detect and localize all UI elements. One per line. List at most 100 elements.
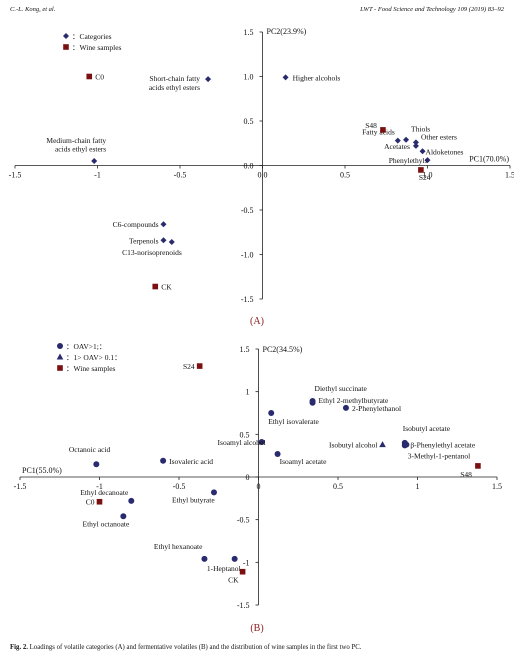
point-label-octanoic-acid: Octanoic acid — [69, 445, 111, 454]
legend-triangle-marker — [56, 353, 64, 360]
point-fatty-acids — [394, 137, 401, 144]
y-tick-label: -1.5 — [237, 601, 250, 610]
point-label-ck: CK — [161, 283, 172, 292]
point-ck — [239, 568, 246, 575]
point-label-phenylethyl-acetate: β-Phenylethyl acetate — [410, 441, 476, 450]
point-s48 — [380, 127, 386, 133]
figure-caption: Fig. 2. Loadings of volatile categories … — [10, 644, 361, 651]
point-label-ethyl-octanoate: Ethyl octanoate — [82, 519, 130, 528]
point-isoamyl-alcohol — [258, 439, 265, 446]
point-label-higher-alcohols: Higher alcohols — [293, 73, 341, 82]
x-tick-label: 0 — [257, 482, 261, 491]
x-axis-label: PC1(55.0%) — [22, 466, 62, 475]
point-acetates — [412, 142, 419, 149]
panel-label: (B) — [250, 623, 263, 634]
legend-square-marker — [63, 44, 69, 50]
point-label-short-chain-fatty-acids-ethyl-esters: Short-chain fatty acids ethyl esters — [149, 74, 200, 92]
y-tick-label: 0.5 — [240, 430, 250, 439]
y-tick-label: 1.0 — [244, 73, 254, 82]
point-label-ethyl-2-methylbutyrate: Ethyl 2-methylbutyrate — [319, 396, 389, 405]
y-tick-label: -0.5 — [241, 206, 254, 215]
x-tick-label: -0.5 — [174, 171, 187, 180]
point-medium-chain-fatty-acids-ethyl-esters — [91, 158, 98, 165]
point-label-isoamyl-alcohol: Isoamyl alcohol — [218, 438, 266, 447]
point-label-s48: S48 — [365, 121, 377, 130]
point-3-methyl-1-pentanol — [401, 442, 408, 449]
point-label-c6-compounds: C6-compounds — [113, 220, 159, 229]
x-tick-label: 1 — [416, 482, 420, 491]
point-1-heptanol — [231, 555, 238, 562]
y-tick-label: -1 — [243, 558, 250, 567]
point-thiols — [403, 136, 410, 143]
point-ethyl-octanoate — [120, 513, 127, 520]
point-c13-norisoprenoids — [168, 239, 175, 246]
point-label-s24: S24 — [419, 173, 431, 182]
point-label-phenylethyls: Phenylethyls — [389, 156, 428, 165]
x-tick-label: 1.5 — [492, 482, 502, 491]
point-isobutyl-alcohol — [379, 441, 386, 448]
point-label-aldoketones: Aldoketones — [426, 147, 464, 156]
point-ethyl-hexanoate — [201, 555, 208, 562]
point-label-isobutyl-acetate: Isobutyl acetate — [403, 424, 451, 433]
point-label-c13-norisoprenoids: C13-norisoprenoids — [122, 248, 182, 257]
point-ethyl-2-methylbutyrate — [309, 399, 316, 406]
y-tick-label: -1.0 — [241, 251, 254, 260]
point-ethyl-butyrate — [210, 489, 217, 496]
y-tick-label: -1.5 — [241, 295, 254, 304]
x-tick-label: -1 — [96, 482, 103, 491]
running-header-journal: LWT - Food Science and Technology 109 (2… — [360, 6, 504, 13]
point-c0 — [86, 73, 93, 80]
x-tick-label: 1.0 — [423, 171, 433, 180]
point-c0 — [96, 498, 103, 505]
legend-label: ：Categories — [72, 32, 112, 41]
legend-label: ：Wine samples — [72, 43, 122, 52]
point-2-phenylethanol — [342, 404, 349, 411]
y-tick-label: 0.5 — [244, 117, 254, 126]
point-label-ethyl-isovalerate: Ethyl isovalerate — [268, 417, 319, 426]
legend-circle-marker — [57, 343, 63, 349]
point-label-medium-chain-fatty-acids-ethyl-esters: Medium-chain fatty acids ethyl esters — [46, 136, 106, 154]
point-s24 — [196, 363, 203, 369]
y-tick-label: 1.5 — [240, 345, 250, 354]
legend-label: ：Wine samples — [66, 364, 116, 373]
x-tick-label: -1.5 — [9, 171, 22, 180]
point-ck — [152, 283, 159, 290]
caption-text: Loadings of volatile categories (A) and … — [29, 644, 362, 651]
point-label-ck: CK — [228, 576, 239, 585]
y-axis-label: PC2(23.9%) — [267, 27, 307, 36]
point-label-acetates: Acetates — [384, 142, 410, 151]
y-tick-label: 1.5 — [244, 28, 254, 37]
point-ethyl-isovalerate — [268, 410, 275, 416]
point-short-chain-fatty-acids-ethyl-esters — [205, 76, 212, 83]
point-label-diethyl-succinate: Diethyl succinate — [315, 384, 368, 393]
x-tick-label: -1.5 — [14, 482, 27, 491]
running-header-authors: C.-L. Kong, et al. — [10, 6, 56, 13]
point-label-isobutyl-alcohol: Isobutyl alcohol — [329, 441, 378, 450]
caption-label: Fig. 2. — [10, 644, 28, 651]
x-tick-label: -0.5 — [173, 482, 186, 491]
point-label-1-heptanol: 1-Heptanol — [207, 564, 241, 573]
y-tick-label: 1 — [246, 388, 250, 397]
legend-square-marker — [57, 365, 63, 371]
point-higher-alcohols — [282, 74, 289, 81]
x-tick-label: 0.5 — [340, 171, 350, 180]
point-label-thiols: Thiols — [411, 125, 430, 134]
y-tick-label: -0.5 — [237, 516, 250, 525]
point-other-esters — [412, 139, 419, 146]
panel-label: (A) — [250, 316, 264, 327]
point-s48 — [475, 463, 481, 469]
x-tick-label: 0.5 — [333, 482, 343, 491]
y-tick-label: 0 — [246, 473, 250, 482]
point-label-c0: C0 — [86, 498, 95, 507]
y-axis-label: PC2(34.5%) — [263, 345, 303, 354]
point-label-other-esters: Other esters — [421, 132, 457, 141]
point-s24 — [418, 167, 424, 173]
legend-label: ：1> OAV> 0.1： — [66, 353, 122, 362]
point-label-ethyl-hexanoate: Ethyl hexanoate — [154, 542, 203, 551]
point-isovaleric-acid — [160, 457, 167, 464]
point-label-isovaleric-acid: Isovaleric acid — [169, 457, 213, 466]
y-tick-label: 0.0 — [244, 162, 254, 171]
point-phenylethyls — [424, 157, 431, 164]
x-tick-label: 1.5 — [505, 171, 514, 180]
